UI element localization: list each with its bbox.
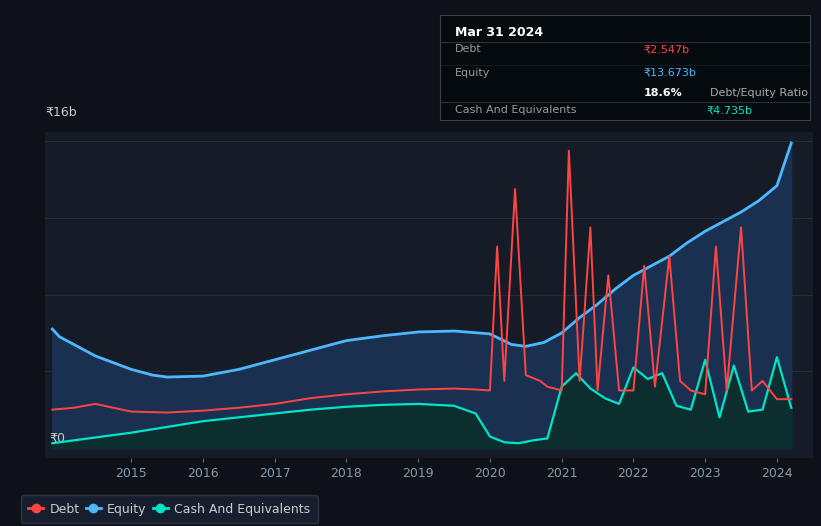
Text: Equity: Equity — [455, 67, 490, 77]
Text: Debt: Debt — [455, 44, 482, 54]
Text: 18.6%: 18.6% — [644, 88, 682, 98]
Text: Debt/Equity Ratio: Debt/Equity Ratio — [710, 88, 808, 98]
Legend: Debt, Equity, Cash And Equivalents: Debt, Equity, Cash And Equivalents — [21, 495, 318, 523]
Text: ₹4.735b: ₹4.735b — [706, 105, 752, 115]
Text: ₹0: ₹0 — [49, 431, 65, 444]
Text: Mar 31 2024: Mar 31 2024 — [455, 25, 543, 38]
Text: ₹13.673b: ₹13.673b — [644, 67, 696, 77]
Text: ₹16b: ₹16b — [45, 105, 77, 118]
Text: ₹2.547b: ₹2.547b — [644, 44, 690, 54]
Text: Cash And Equivalents: Cash And Equivalents — [455, 105, 576, 115]
